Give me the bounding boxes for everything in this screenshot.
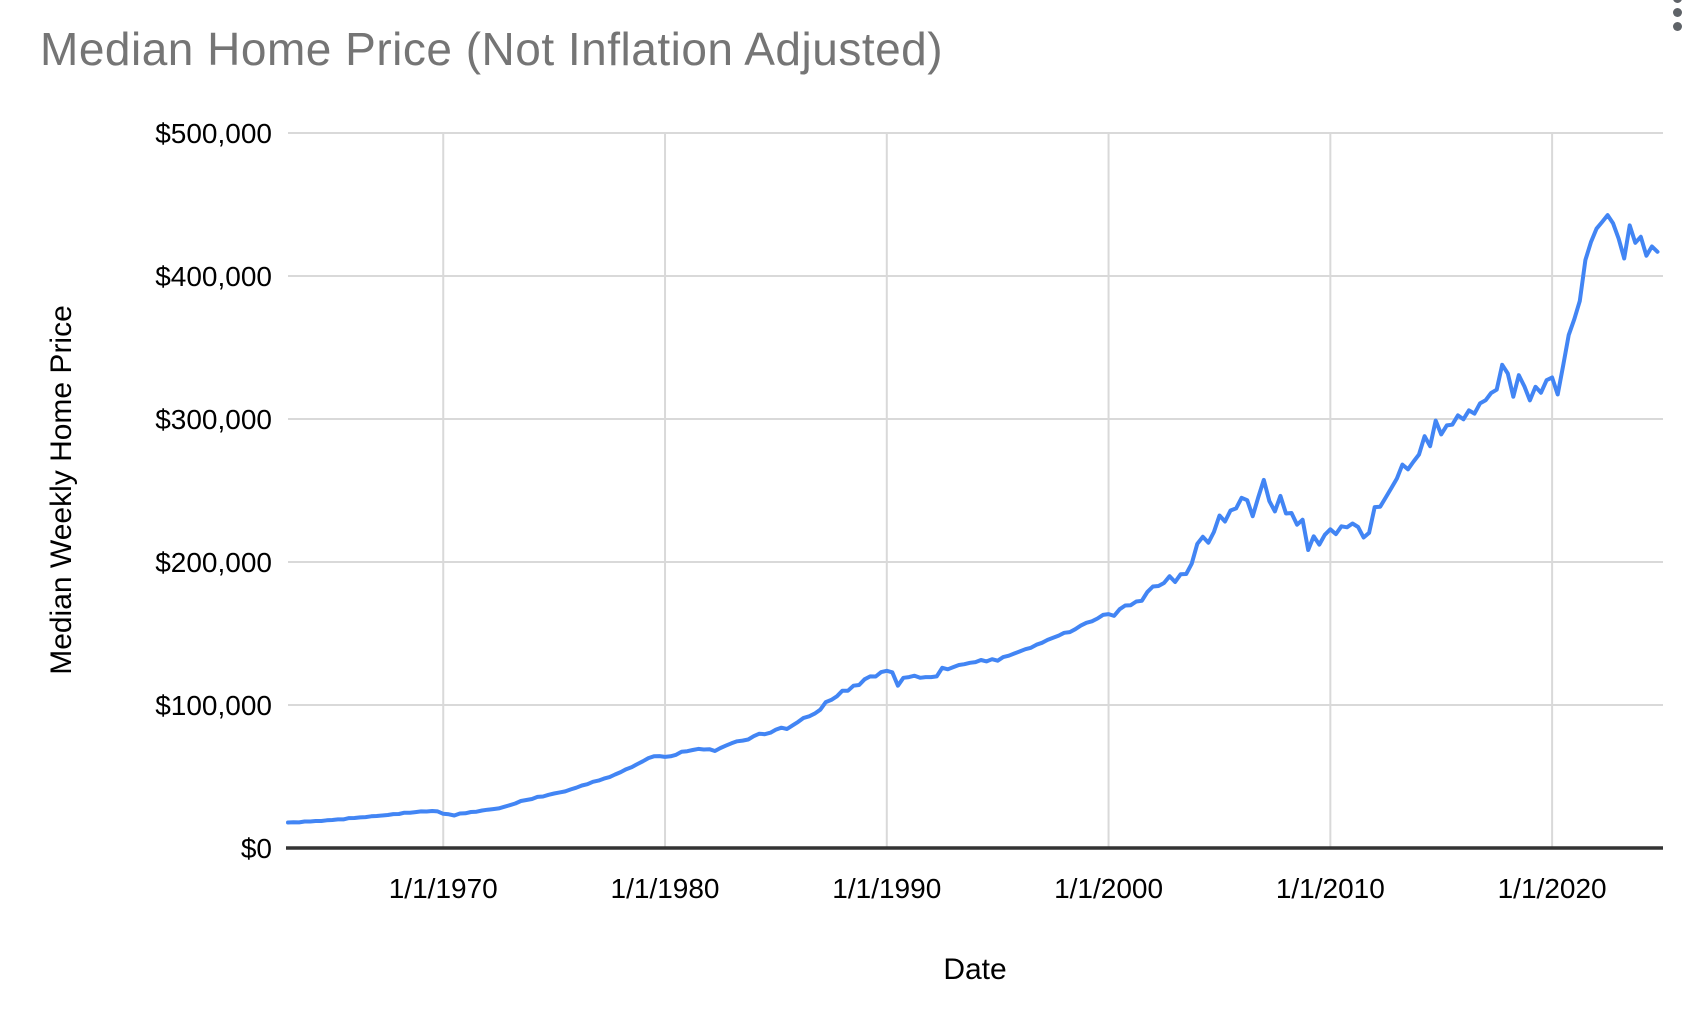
chart-options-button[interactable] [1658,0,1696,42]
y-axis-tick-label: $300,000 [155,404,272,435]
x-axis-tick-label: 1/1/1980 [611,873,720,904]
chart-title: Median Home Price (Not Inflation Adjuste… [40,23,944,75]
y-axis-title: Median Weekly Home Price [45,305,78,675]
y-axis-tick-label: $0 [241,833,272,864]
x-axis-tick-label: 1/1/2000 [1054,873,1163,904]
more-vert-dot [1672,0,1682,3]
x-axis-tick-label: 1/1/1970 [389,873,498,904]
x-axis-tick-label: 1/1/1990 [832,873,941,904]
y-axis-tick-label: $400,000 [155,261,272,292]
more-vert-dot [1672,22,1682,31]
more-vert-icon [1672,0,1682,31]
x-axis-tick-label: 1/1/2010 [1276,873,1385,904]
x-axis-title: Date [943,953,1007,986]
y-axis-tick-label: $100,000 [155,690,272,721]
more-vert-dot [1672,8,1682,17]
price-series-line [286,213,1660,825]
y-axis-tick-label: $200,000 [155,547,272,578]
y-axis-tick-label: $500,000 [155,118,272,149]
x-axis-tick-label: 1/1/2020 [1498,873,1607,904]
